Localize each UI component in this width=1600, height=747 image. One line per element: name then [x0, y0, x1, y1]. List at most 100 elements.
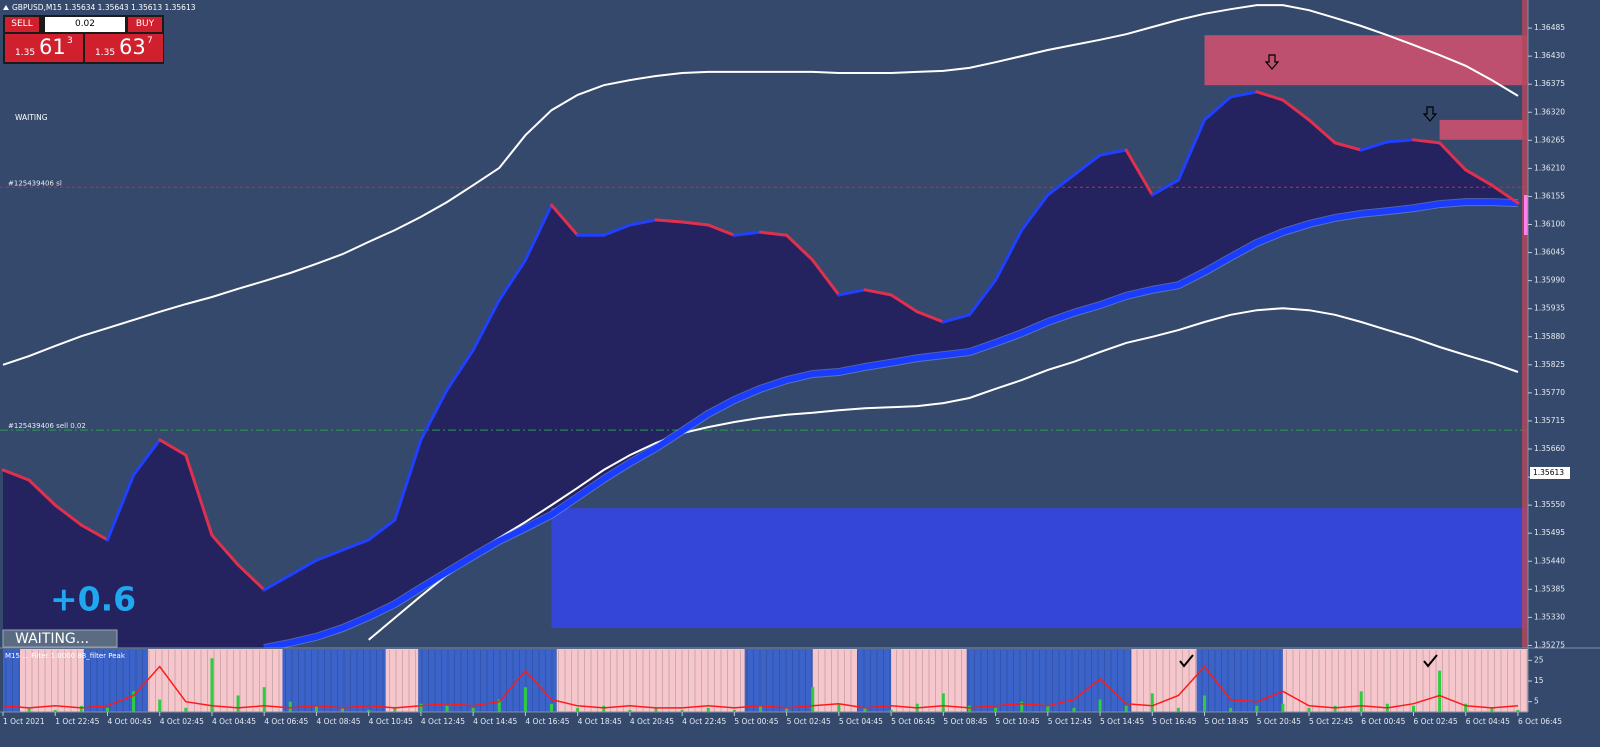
x-tick-label: 6 Oct 06:45	[1518, 717, 1562, 726]
indicator-bar	[732, 709, 736, 712]
y-tick-label: 1.36485	[1534, 23, 1565, 32]
indicator-bar	[1307, 707, 1311, 712]
band-line	[2, 4, 1519, 366]
fast-ma-segment	[158, 438, 188, 457]
regime	[857, 649, 892, 712]
y-tick-label: 1.36210	[1534, 163, 1565, 172]
x-tick-label: 4 Oct 16:45	[525, 717, 569, 726]
y-tick-label: 1.35550	[1534, 500, 1565, 509]
buy-button[interactable]: BUY	[128, 17, 162, 32]
order-label: #125439406 sl	[8, 179, 62, 187]
fast-ma-segment	[654, 218, 684, 224]
indicator-bar	[367, 709, 371, 712]
fast-ma-segment	[837, 288, 867, 297]
y-tick-label: 1.35385	[1534, 584, 1565, 593]
indicator-bar	[1020, 701, 1024, 712]
indicator-bar	[1464, 703, 1468, 712]
indicator-bar	[314, 705, 318, 712]
indicator-bar	[811, 687, 815, 712]
fast-ma-segment	[210, 533, 240, 567]
fast-ma-segment	[236, 563, 266, 592]
edge-strip	[1522, 0, 1528, 648]
fast-ma-segment	[758, 230, 789, 237]
sell-big: 61	[39, 35, 66, 59]
indicator-bar	[419, 703, 423, 712]
fast-ma-segment	[1150, 178, 1180, 197]
y-tick-label: 1.36155	[1534, 191, 1565, 200]
check-icon	[1179, 654, 1194, 668]
last-price-label: 1.35613	[1533, 468, 1564, 477]
regime	[966, 649, 1132, 712]
buy-price[interactable]: 1.35 63 7	[85, 34, 163, 62]
y-tick-label: 1.35770	[1534, 388, 1565, 397]
sell-price[interactable]: 1.35 61 3	[5, 34, 83, 62]
indicator-bar	[1255, 705, 1259, 712]
fast-ma-segment	[79, 523, 109, 542]
fast-ma-segment	[132, 438, 162, 477]
x-tick-label: 5 Oct 20:45	[1257, 717, 1301, 726]
fast-ma-segment	[419, 388, 449, 442]
y-tick-label: 1.36375	[1534, 79, 1565, 88]
x-tick-label: 4 Oct 02:45	[160, 717, 204, 726]
regime	[812, 649, 858, 712]
trade-panel: SELL 0.02 BUY 1.35 61 3 1.35 63 7	[3, 15, 164, 64]
x-tick-label: 4 Oct 12:45	[421, 717, 465, 726]
fast-ma-segment	[1, 468, 31, 482]
indicator-bar	[1150, 693, 1154, 712]
fast-ma-segment	[1176, 118, 1207, 182]
indicator-bar	[654, 707, 658, 712]
fast-ma-segment	[393, 438, 423, 522]
x-tick-label: 5 Oct 18:45	[1205, 717, 1249, 726]
indicator-bar	[680, 709, 684, 712]
fast-ma-segment	[550, 203, 580, 237]
y-tick-label: 1.35935	[1534, 304, 1565, 313]
fast-ma-segment	[27, 478, 57, 507]
price-zone	[551, 508, 1528, 629]
fast-ma-segment	[1385, 138, 1415, 144]
indicator-title: M15 ... Filter 1.0000 88_filter Peak	[5, 652, 126, 660]
y-tick-label: 1.35660	[1534, 444, 1565, 453]
x-tick-label: 5 Oct 08:45	[943, 717, 987, 726]
fast-ma-segment	[1307, 118, 1337, 145]
indicator-bar	[1516, 709, 1520, 712]
fast-ma-segment	[184, 453, 214, 537]
sell-button[interactable]: SELL	[5, 17, 39, 32]
indicator-bar	[994, 707, 998, 712]
indicator-bar	[445, 705, 449, 712]
indicator-bar	[1203, 695, 1207, 712]
indicator-pane	[2, 649, 1528, 712]
x-tick-label: 5 Oct 10:45	[996, 717, 1040, 726]
indicator-bar	[53, 709, 57, 712]
fast-ma-segment	[497, 258, 527, 302]
y-tick-label: 1.35330	[1534, 612, 1565, 621]
x-tick-label: 5 Oct 22:45	[1309, 717, 1353, 726]
buy-big: 63	[119, 35, 146, 59]
indicator-bar	[1438, 670, 1442, 712]
x-tick-label: 4 Oct 20:45	[630, 717, 674, 726]
buy-small: 7	[147, 36, 153, 46]
regime	[1282, 649, 1528, 712]
regime	[891, 649, 967, 712]
regime	[744, 649, 813, 712]
regime	[418, 649, 557, 712]
x-tick-label: 4 Oct 18:45	[578, 717, 622, 726]
indicator-bar	[105, 707, 109, 712]
band-line	[368, 307, 1519, 641]
fast-ma-segment	[523, 203, 554, 262]
indicator-bar	[210, 658, 214, 712]
waiting-box-label: WAITING...	[15, 631, 89, 647]
x-tick-label: 5 Oct 16:45	[1152, 717, 1196, 726]
fast-ma-segment	[1333, 141, 1363, 152]
fast-ma-segment	[680, 220, 710, 227]
lot-input[interactable]: 0.02	[45, 17, 125, 32]
header-text: GBPUSD,M15 1.35634 1.35643 1.35613 1.356…	[12, 3, 196, 12]
y-tick-label: 1.35495	[1534, 528, 1565, 537]
x-tick-label: 5 Oct 02:45	[787, 717, 831, 726]
fast-ma-segment	[367, 518, 397, 542]
indicator-bar	[523, 687, 527, 712]
fast-ma-segment	[445, 348, 475, 392]
y-tick-label: 1.35275	[1534, 640, 1565, 649]
indicator-bar	[941, 693, 945, 712]
indicator-bar	[1359, 691, 1363, 712]
indicator-bar	[393, 707, 397, 712]
